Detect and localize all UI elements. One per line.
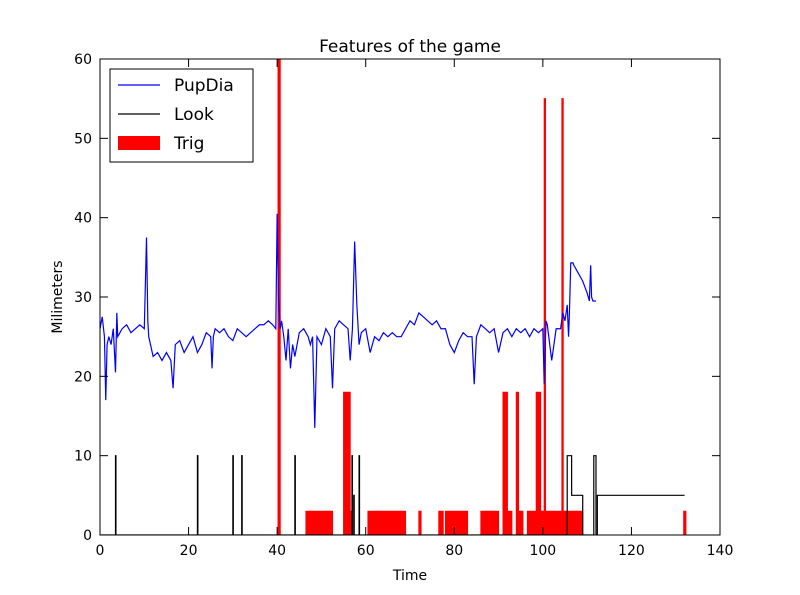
- x-tick-label: 0: [96, 543, 105, 559]
- y-axis-label: Milimeters: [50, 260, 66, 333]
- y-tick-label: 50: [74, 131, 92, 147]
- chart-title: Features of the game: [319, 37, 501, 57]
- y-tick-label: 10: [74, 449, 92, 465]
- x-tick-label: 20: [180, 543, 198, 559]
- series-line: [100, 213, 596, 428]
- x-tick-label: 80: [445, 543, 463, 559]
- x-tick-label: 60: [357, 543, 375, 559]
- legend-label: PupDia: [174, 76, 234, 96]
- y-tick-label: 20: [74, 369, 92, 385]
- y-tick-label: 30: [74, 290, 92, 306]
- legend-label: Look: [174, 105, 214, 125]
- series-line: [100, 455, 685, 535]
- x-axis-label: Time: [392, 568, 427, 584]
- y-tick-label: 40: [74, 211, 92, 227]
- x-tick-label: 140: [707, 543, 734, 559]
- y-tick-label: 0: [83, 528, 92, 544]
- x-tick-label: 100: [529, 543, 556, 559]
- x-tick-label: 120: [618, 543, 645, 559]
- x-tick-label: 40: [268, 543, 286, 559]
- y-tick-label: 60: [74, 52, 92, 68]
- legend-swatch: [118, 136, 160, 150]
- legend-label: Trig: [173, 134, 204, 154]
- series-area: [100, 59, 687, 535]
